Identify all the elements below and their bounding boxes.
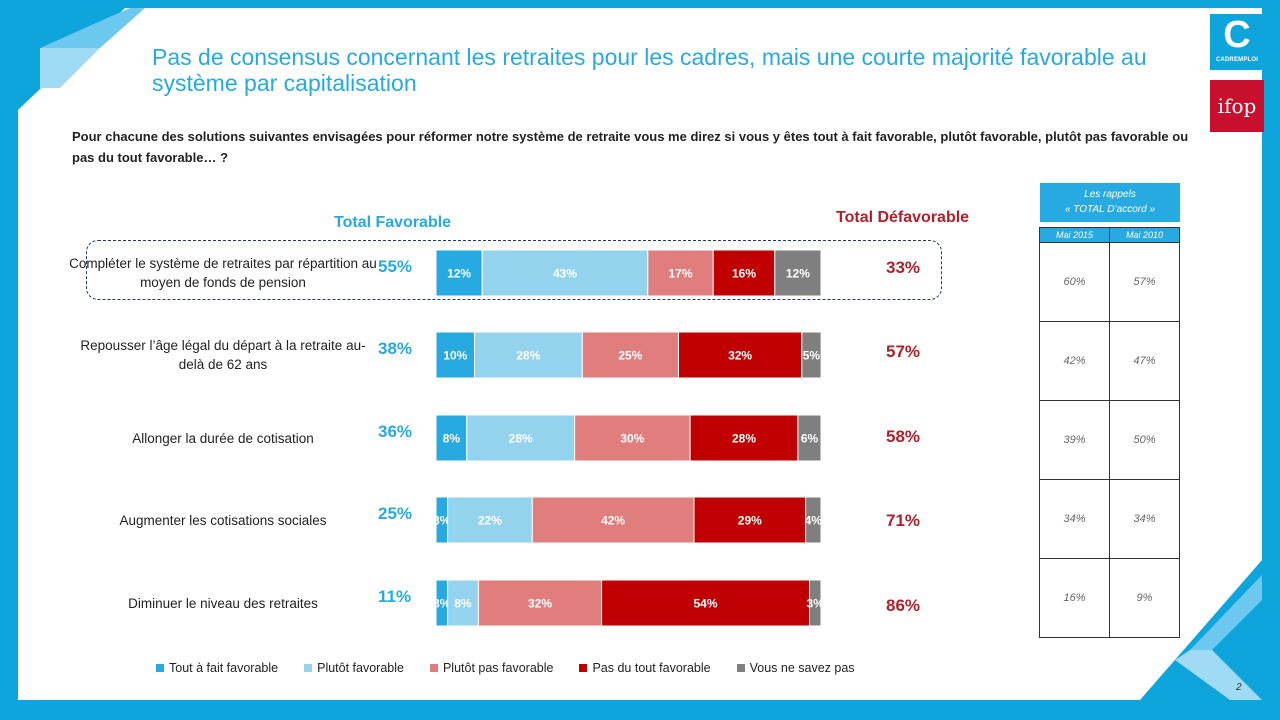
highlight-frame bbox=[86, 240, 942, 300]
recall-table: Mai 2015 Mai 2010 60% 57% 42% 47% 39% 50… bbox=[1039, 227, 1180, 638]
row-category-label: Diminuer le niveau des retraites bbox=[128, 595, 318, 611]
frame-top bbox=[0, 0, 1280, 8]
total-favorable-value: 38% bbox=[378, 339, 413, 358]
legend-swatch bbox=[736, 664, 745, 672]
total-favorable-value: 25% bbox=[378, 504, 413, 523]
row-category-label: Allonger la durée de cotisation bbox=[132, 430, 314, 446]
legend-item: Plutôt pas favorable bbox=[429, 661, 554, 675]
recall-col-header: Mai 2010 bbox=[1109, 227, 1180, 243]
recall-row: 42% 47% bbox=[1039, 321, 1180, 401]
recall-col-header: Mai 2015 bbox=[1039, 227, 1110, 243]
legend-label: Plutôt favorable bbox=[317, 661, 404, 675]
total-defavorable-header: Total Défavorable bbox=[836, 209, 970, 226]
recall-cell: 34% bbox=[1109, 479, 1180, 559]
cadremploi-logo-glyph: C bbox=[1223, 14, 1251, 56]
legend-swatch bbox=[579, 664, 588, 672]
legend-swatch bbox=[156, 664, 164, 672]
total-defavorable-value: 86% bbox=[886, 596, 921, 615]
legend-label: Pas du tout favorable bbox=[592, 661, 711, 675]
page-title: Pas de consensus concernant les retraite… bbox=[152, 44, 1147, 96]
legend-label: Tout à fait favorable bbox=[169, 661, 279, 675]
survey-question: Pour chacune des solutions suivantes env… bbox=[72, 129, 1189, 165]
recall-cell: 42% bbox=[1039, 321, 1110, 401]
recall-heading-line1: Les rappels bbox=[1084, 189, 1136, 200]
legend-label: Vous ne savez pas bbox=[749, 661, 855, 675]
cadremploi-logo: C CADREMPLOI bbox=[1210, 14, 1264, 70]
frame-bottom bbox=[0, 700, 1280, 720]
frame-left bbox=[0, 0, 18, 720]
legend-item: Plutôt favorable bbox=[304, 661, 404, 675]
recall-row: 16% 9% bbox=[1039, 558, 1180, 638]
frame-right bbox=[1262, 0, 1280, 720]
recall-cell: 16% bbox=[1039, 558, 1110, 638]
row-category-label: Augmenter les cotisations sociales bbox=[119, 512, 327, 528]
recall-row: 34% 34% bbox=[1039, 479, 1180, 559]
legend-item: Tout à fait favorable bbox=[156, 661, 278, 675]
total-defavorable-value: 71% bbox=[886, 511, 921, 530]
total-defavorable-value: 33% bbox=[886, 258, 921, 277]
legend-label: Plutôt pas favorable bbox=[442, 661, 554, 675]
total-defavorable-value: 58% bbox=[886, 427, 921, 446]
row-category-label: Compléter le système de retraites par ré… bbox=[69, 256, 377, 290]
total-favorable-value: 11% bbox=[378, 587, 412, 606]
legend-swatch bbox=[304, 664, 313, 672]
ifop-logo: ifop bbox=[1210, 80, 1264, 132]
recall-cell: 34% bbox=[1039, 479, 1110, 559]
recall-row: 39% 50% bbox=[1039, 400, 1180, 480]
row-category-label: Repousser l’âge légal du départ à la ret… bbox=[80, 338, 366, 372]
recall-cell: 50% bbox=[1109, 400, 1180, 480]
recall-cell: 9% bbox=[1109, 558, 1180, 638]
page-number: 2 bbox=[1236, 682, 1242, 693]
total-defavorable-value: 57% bbox=[886, 342, 921, 361]
legend-item: Vous ne savez pas bbox=[736, 661, 855, 675]
recall-cell: 39% bbox=[1039, 400, 1110, 480]
legend-swatch bbox=[429, 664, 438, 672]
recall-heading: Les rappels « TOTAL D’accord » bbox=[1040, 183, 1180, 222]
chart-legend: Tout à fait favorable Plutôt favorable Plu… bbox=[156, 660, 881, 676]
cadremploi-logo-name: CADREMPLOI bbox=[1215, 57, 1259, 63]
total-favorable-value: 36% bbox=[378, 422, 413, 441]
recall-cell: 47% bbox=[1109, 321, 1180, 401]
recall-cell: 60% bbox=[1039, 242, 1110, 322]
recall-cell: 57% bbox=[1109, 242, 1180, 322]
total-favorable-header: Total Favorable bbox=[334, 214, 452, 231]
total-favorable-value: 55% bbox=[378, 257, 413, 276]
legend-item: Pas du tout favorable bbox=[579, 661, 711, 675]
recall-heading-line2: « TOTAL D’accord » bbox=[1064, 204, 1156, 215]
recall-row: 60% 57% bbox=[1039, 242, 1180, 322]
